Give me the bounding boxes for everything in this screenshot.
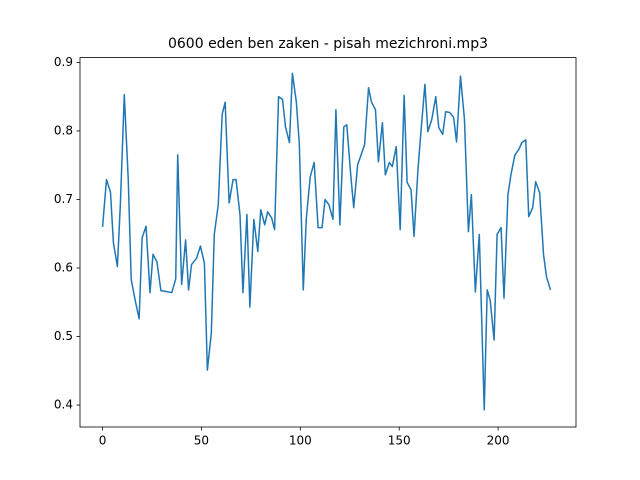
y-tick-label: 0.8 bbox=[54, 123, 73, 137]
x-tick-label: 150 bbox=[388, 434, 411, 448]
chart-title: 0600 eden ben zaken - pisah mezichroni.m… bbox=[168, 36, 488, 52]
y-tick-label: 0.5 bbox=[54, 329, 73, 343]
y-tick-label: 0.6 bbox=[54, 261, 73, 275]
y-tick-label: 0.9 bbox=[54, 55, 73, 69]
x-tick-label: 50 bbox=[194, 434, 209, 448]
plot-frame bbox=[79, 57, 577, 428]
x-tick-label: 100 bbox=[289, 434, 312, 448]
y-tick-label: 0.7 bbox=[54, 192, 73, 206]
x-tick-label: 0 bbox=[99, 434, 107, 448]
x-tick-label: 200 bbox=[487, 434, 510, 448]
y-tick-label: 0.4 bbox=[54, 398, 73, 412]
data-line bbox=[101, 72, 552, 411]
